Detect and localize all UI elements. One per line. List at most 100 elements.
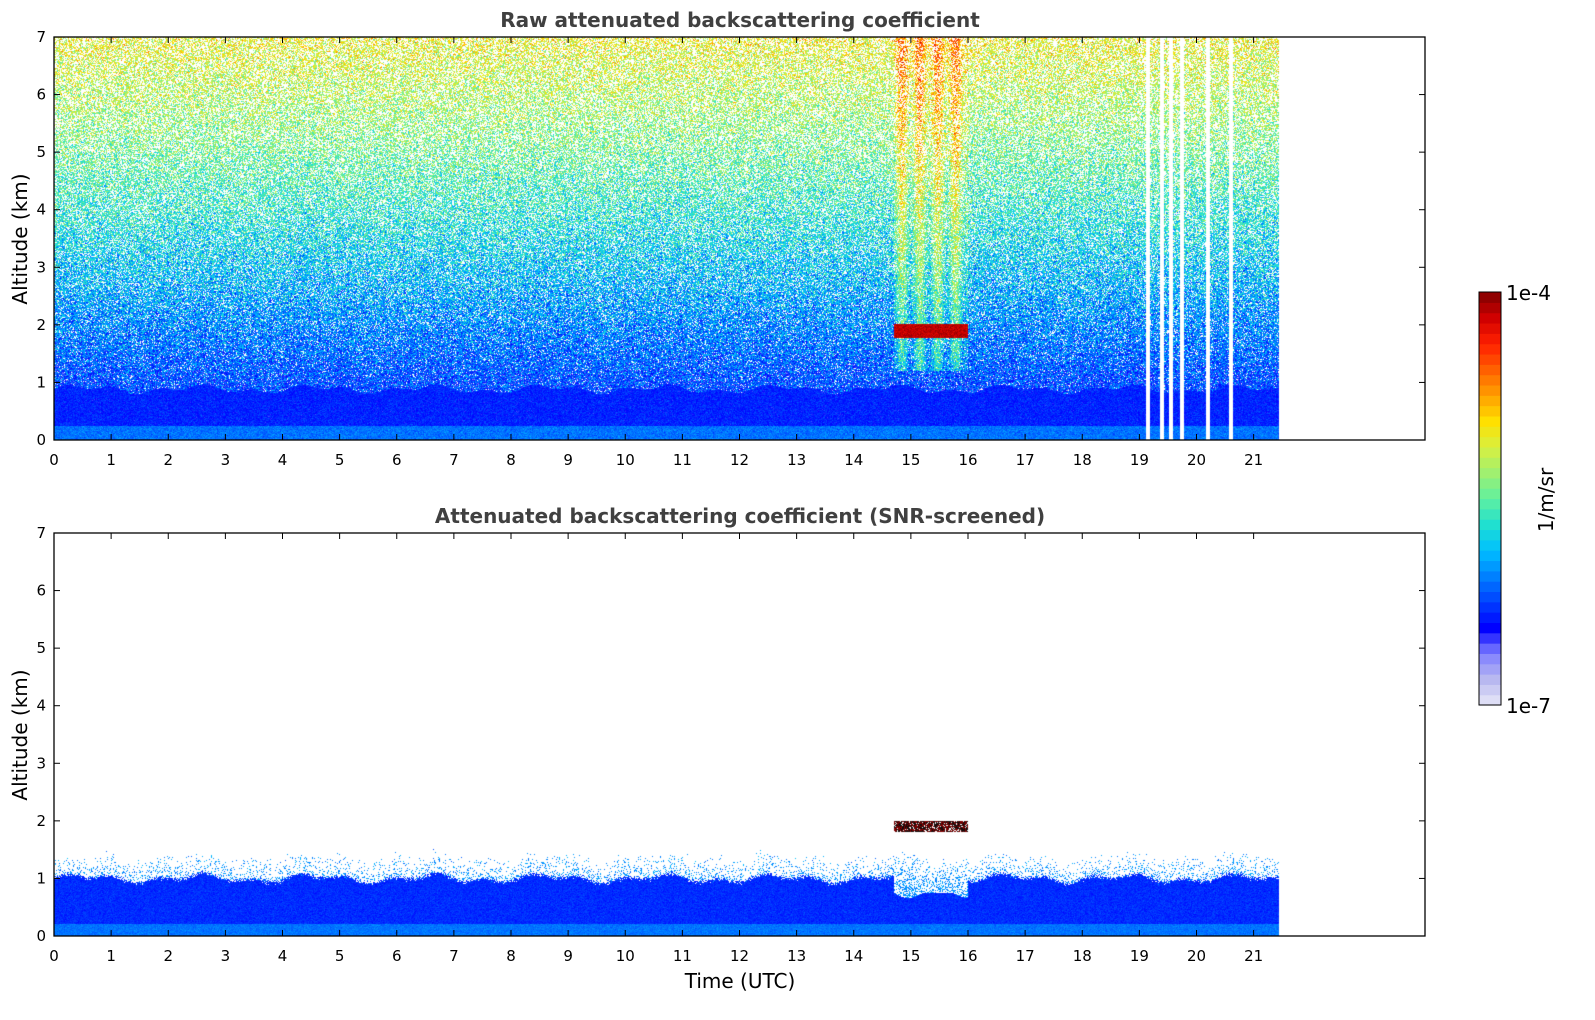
colorbar-step	[1479, 302, 1501, 314]
x-tick-label: 9	[563, 947, 573, 965]
x-tick-label: 17	[1016, 451, 1035, 469]
y-axis-label: Altitude (km)	[8, 669, 32, 800]
colorbar-step	[1479, 364, 1501, 376]
colorbar-step	[1479, 643, 1501, 654]
y-tick-label: 7	[36, 524, 46, 542]
x-tick-label: 8	[506, 451, 516, 469]
colorbar-step	[1479, 674, 1501, 685]
x-tick-label: 18	[1073, 451, 1092, 469]
colorbar-step	[1479, 694, 1501, 706]
panel-title-raw: Raw attenuated backscattering coefficien…	[500, 8, 980, 32]
colorbar-step	[1479, 653, 1501, 665]
y-tick-label: 4	[36, 697, 46, 715]
colorbar: 1e-4 1e-7 1/m/sr	[1478, 281, 1558, 718]
y-tick-label: 6	[36, 86, 46, 104]
x-tick-label: 2	[163, 947, 173, 965]
raw-backscatter-heatmap	[54, 37, 1425, 440]
x-tick-label: 14	[844, 451, 863, 469]
x-tick-label: 18	[1073, 947, 1092, 965]
x-tick-label: 10	[616, 451, 635, 469]
y-tick-label: 5	[36, 143, 46, 161]
colorbar-step	[1479, 384, 1501, 396]
colorbar-step	[1479, 488, 1501, 500]
colorbar-unit-label: 1/m/sr	[1534, 467, 1558, 532]
x-tick-label: 3	[221, 947, 231, 965]
x-tick-label: 10	[616, 947, 635, 965]
y-tick-label: 1	[36, 373, 46, 391]
colorbar-frame	[1478, 291, 1502, 706]
x-axis-label: Time (UTC)	[684, 969, 796, 993]
panel-title-screened: Attenuated backscattering coefficient (S…	[435, 504, 1045, 528]
colorbar-step	[1479, 581, 1501, 593]
x-tick-label: 6	[392, 947, 402, 965]
x-tick-label: 0	[49, 451, 59, 469]
colorbar-step	[1479, 550, 1501, 562]
y-tick-label: 3	[36, 258, 46, 276]
colorbar-step	[1479, 622, 1501, 634]
x-tick-label: 1	[106, 451, 116, 469]
colorbar-step	[1479, 322, 1501, 334]
colorbar-step	[1479, 684, 1501, 696]
x-tick-label: 5	[335, 947, 345, 965]
x-tick-label: 19	[1130, 451, 1149, 469]
x-tick-label: 4	[278, 947, 288, 965]
x-tick-label: 19	[1130, 947, 1149, 965]
raw-backscatter-panel: Raw attenuated backscattering coefficien…	[8, 8, 1426, 469]
x-tick-label: 13	[787, 451, 806, 469]
x-tick-label: 7	[449, 947, 459, 965]
colorbar-max-label: 1e-4	[1506, 281, 1551, 305]
x-tick-label: 7	[449, 451, 459, 469]
colorbar-step	[1479, 601, 1501, 613]
x-tick-label: 12	[730, 451, 749, 469]
colorbar-step	[1479, 632, 1501, 644]
colorbar-step	[1479, 292, 1501, 303]
x-tick-label: 1	[106, 947, 116, 965]
colorbar-step	[1479, 436, 1501, 448]
colorbar-step	[1479, 405, 1501, 417]
colorbar-step	[1479, 477, 1501, 489]
colorbar-step	[1479, 591, 1501, 603]
x-tick-label: 3	[221, 451, 231, 469]
screened-backscatter-heatmap	[54, 533, 1425, 936]
colorbar-step	[1479, 467, 1501, 479]
x-tick-label: 14	[844, 947, 863, 965]
colorbar-step	[1479, 415, 1501, 427]
x-tick-label: 15	[901, 451, 920, 469]
x-tick-label: 12	[730, 947, 749, 965]
y-tick-label: 0	[36, 927, 46, 945]
colorbar-min-label: 1e-7	[1506, 694, 1551, 718]
x-tick-label: 6	[392, 451, 402, 469]
colorbar-step	[1479, 519, 1501, 531]
y-tick-label: 7	[36, 28, 46, 46]
y-tick-label: 2	[36, 316, 46, 334]
colorbar-step	[1479, 312, 1501, 324]
colorbar-step	[1479, 457, 1501, 469]
colorbar-step	[1479, 570, 1501, 582]
y-tick-label: 4	[36, 201, 46, 219]
colorbar-step	[1479, 395, 1501, 407]
colorbar-step	[1479, 498, 1501, 510]
colorbar-step	[1479, 353, 1501, 365]
snr-screened-panel: Attenuated backscattering coefficient (S…	[8, 504, 1426, 993]
x-tick-label: 11	[673, 947, 692, 965]
x-tick-label: 16	[958, 947, 977, 965]
colorbar-step	[1479, 374, 1501, 386]
y-tick-label: 2	[36, 812, 46, 830]
x-tick-label: 13	[787, 947, 806, 965]
y-tick-label: 5	[36, 639, 46, 657]
x-tick-label: 5	[335, 451, 345, 469]
x-tick-label: 15	[901, 947, 920, 965]
y-tick-label: 0	[36, 431, 46, 449]
x-tick-label: 9	[563, 451, 573, 469]
x-tick-label: 0	[49, 947, 59, 965]
colorbar-step	[1479, 426, 1501, 438]
colorbar-step	[1479, 560, 1501, 572]
colorbar-step	[1479, 508, 1501, 520]
colorbar-step	[1479, 539, 1501, 551]
x-tick-label: 11	[673, 451, 692, 469]
x-tick-label: 21	[1244, 451, 1263, 469]
x-tick-label: 8	[506, 947, 516, 965]
colorbar-step	[1479, 612, 1501, 623]
y-tick-label: 3	[36, 754, 46, 772]
